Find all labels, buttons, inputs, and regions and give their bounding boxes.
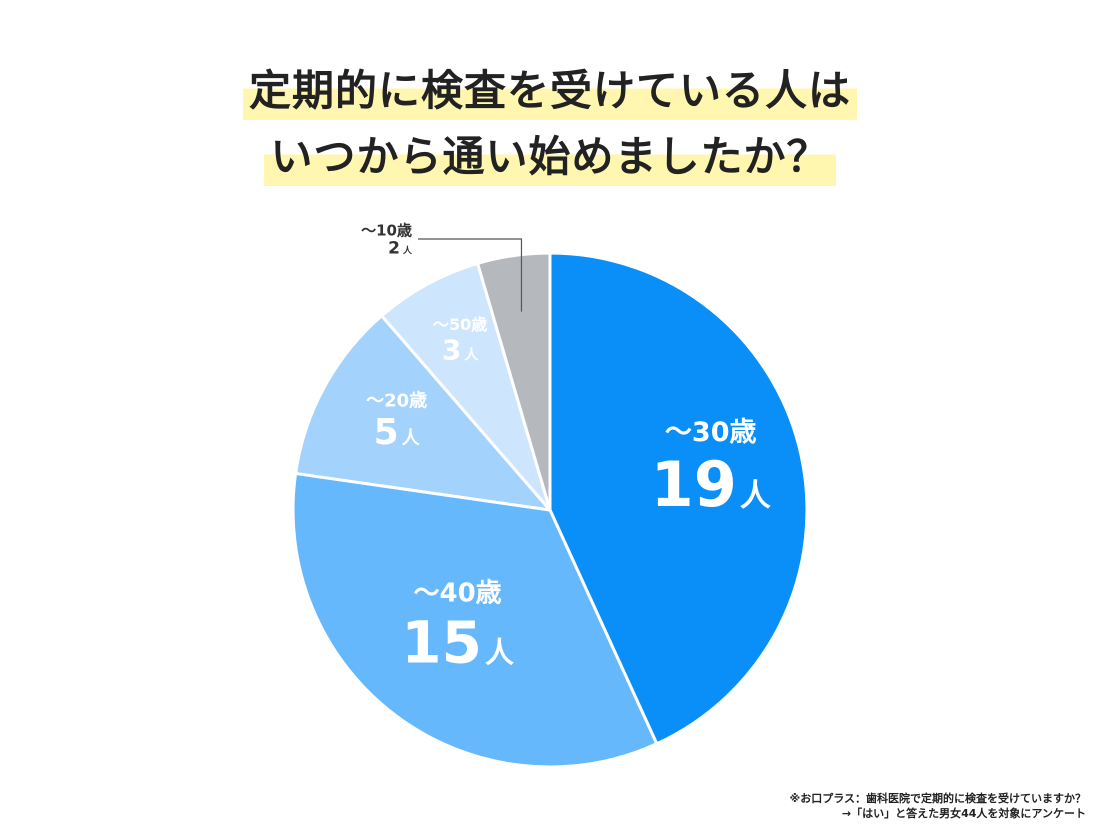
slice-category-label: ～40歳 (413, 579, 501, 609)
slice-category-label: ～20歳 (366, 390, 427, 411)
slice-category-label: ～50歳 (433, 315, 487, 334)
slice-category-label: ～30歳 (665, 417, 757, 448)
leader-line (418, 238, 523, 312)
footnote-line-1: ※お口プラス：歯科医院で定期的に検査を受けていますか？ (789, 792, 1086, 805)
pie-slice (291, 471, 659, 769)
slice-category-label: ～10歳 (361, 222, 412, 240)
footnote: ※お口プラス：歯科医院で定期的に検査を受けていますか？ →「はい」と答えた男女4… (790, 791, 1086, 821)
chart-title: 定期的に検査を受けている人は いつから通い始めましたか？ (0, 62, 1100, 186)
slice-value-label: 19人 (651, 448, 771, 521)
title-line-2: いつから通い始めましたか？ (264, 128, 836, 186)
pie-slice (380, 261, 552, 512)
pie-slice (294, 314, 552, 512)
title-line-1: 定期的に検査を受けている人は (242, 62, 857, 120)
pie-slice (548, 251, 809, 746)
pie-slice (476, 251, 552, 512)
slice-value-label: 15 人 (401, 608, 514, 676)
footnote-line-2: →「はい」と答えた男女44人を対象にアンケート (841, 807, 1086, 820)
